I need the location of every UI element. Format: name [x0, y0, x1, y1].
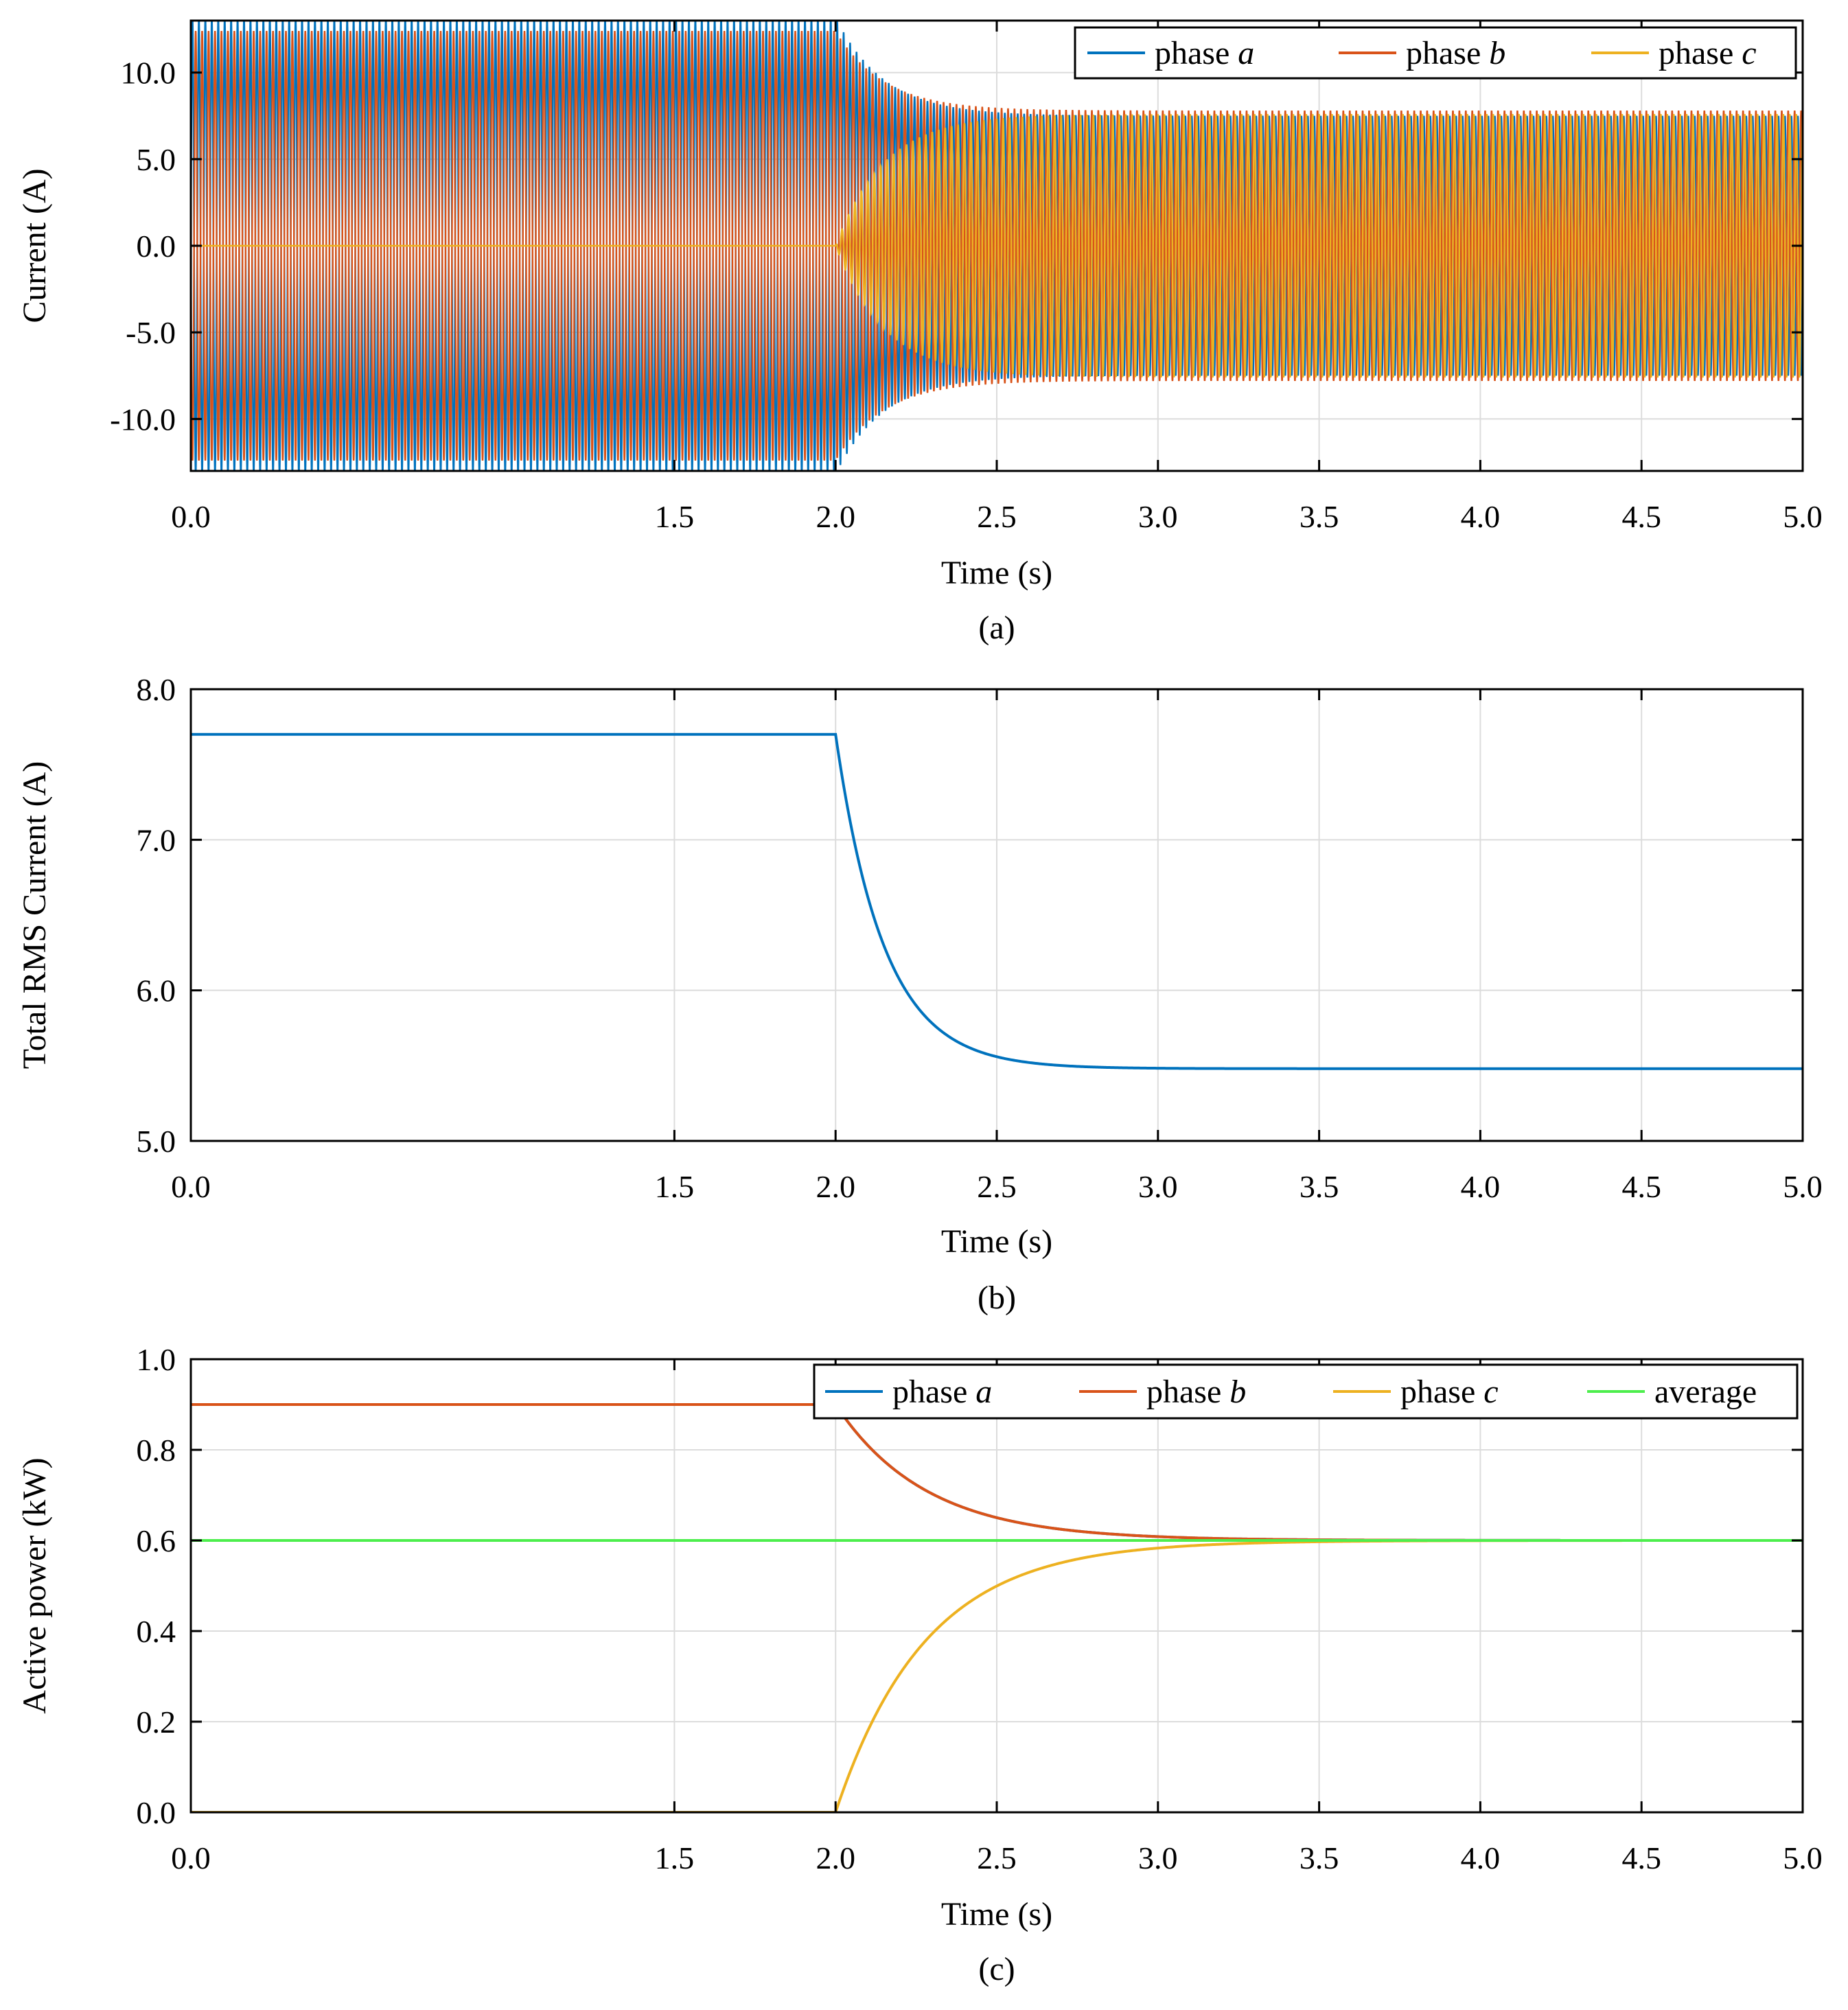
y-tick-label: 0.4 — [137, 1614, 176, 1649]
x-tick-label: 0.0 — [171, 1169, 211, 1204]
y-axis-title: Current (A) — [16, 168, 53, 323]
x-axis-title: Time (s) — [941, 555, 1052, 591]
x-tick-label: 4.5 — [1621, 499, 1661, 534]
x-tick-label: 2.0 — [816, 1840, 855, 1875]
x-axis-title: Time (s) — [941, 1223, 1052, 1260]
y-tick-label: 0.6 — [137, 1523, 176, 1558]
y-tick-label: 0.8 — [137, 1433, 176, 1468]
y-tick-label: 10.0 — [121, 56, 176, 91]
x-tick-label: 2.5 — [977, 1169, 1017, 1204]
legend-label: phase a — [892, 1374, 992, 1410]
legend-item-phase-c: phase c — [1591, 35, 1757, 71]
x-tick-label: 3.5 — [1300, 1169, 1339, 1204]
legend-box — [1074, 26, 1797, 80]
y-tick-label: 5.0 — [137, 1124, 176, 1159]
y-tick-label: 0.2 — [137, 1705, 176, 1740]
x-tick-labels: 0.0 1.5 2.0 2.5 3.0 3.5 4.0 4.5 5.0 — [171, 499, 1823, 534]
x-tick-label: 2.5 — [977, 1840, 1017, 1875]
y-tick-label: -5.0 — [126, 315, 176, 350]
series-line-total-rms — [191, 732, 1803, 1070]
y-axis-title: Total RMS Current (A) — [16, 761, 53, 1070]
legend-label: average — [1654, 1374, 1757, 1410]
series-line-c — [191, 114, 1803, 378]
x-tick-label: 1.5 — [655, 499, 695, 534]
legend-item-average: average — [1587, 1374, 1757, 1410]
legend-item-phase-b: phase b — [1339, 35, 1505, 71]
panel-a: 0.0 1.5 2.0 2.5 3.0 3.5 4.0 4.5 5.0 10.0 5.0 0.0 -5… — [16, 19, 1823, 646]
y-tick-label: 0.0 — [137, 229, 176, 264]
x-tick-label: 4.0 — [1461, 1169, 1501, 1204]
legend-label: phase a — [1155, 35, 1254, 71]
x-tick-labels: 0.0 1.5 2.0 2.5 3.0 3.5 4.0 4.5 5.0 — [171, 1840, 1823, 1875]
legend: phase a phase b phase c average — [813, 1363, 1799, 1420]
y-tick-label: -10.0 — [110, 402, 176, 437]
legend-item-phase-c: phase c — [1333, 1374, 1499, 1410]
x-tick-label: 2.5 — [977, 499, 1017, 534]
legend-item-phase-a: phase a — [1087, 35, 1254, 71]
x-tick-label: 5.0 — [1783, 1169, 1823, 1204]
y-tick-label: 6.0 — [137, 973, 176, 1008]
y-tick-label: 5.0 — [137, 142, 176, 177]
y-tick-labels: 10.0 5.0 0.0 -5.0 -10.0 — [110, 56, 176, 437]
x-tick-label: 0.0 — [171, 1840, 211, 1875]
gridlines — [190, 689, 1803, 1142]
tick-marks — [189, 688, 1804, 1142]
series-group — [191, 1403, 1803, 1812]
legend-label: phase b — [1146, 1374, 1246, 1410]
y-tick-label: 1.0 — [137, 1342, 176, 1377]
series-group — [191, 732, 1803, 1070]
legend: phase a phase b phase c — [1074, 26, 1797, 80]
tick-marks — [189, 21, 1804, 471]
legend-item-phase-b: phase b — [1079, 1374, 1246, 1410]
legend-label: phase c — [1400, 1374, 1499, 1410]
x-tick-label: 5.0 — [1783, 1840, 1823, 1875]
y-tick-labels: 8.0 7.0 6.0 5.0 — [137, 672, 176, 1159]
panel-caption: (c) — [978, 1951, 1015, 1987]
x-tick-labels: 0.0 1.5 2.0 2.5 3.0 3.5 4.0 4.5 5.0 — [171, 1169, 1823, 1204]
x-tick-label: 3.0 — [1138, 1169, 1178, 1204]
x-tick-label: 3.5 — [1300, 1840, 1339, 1875]
y-tick-labels: 1.0 0.8 0.6 0.4 0.2 0.0 — [137, 1342, 176, 1830]
x-tick-label: 4.5 — [1621, 1840, 1661, 1875]
x-tick-label: 4.5 — [1621, 1169, 1661, 1204]
series-group — [191, 21, 1803, 471]
x-tick-label: 2.0 — [816, 1169, 855, 1204]
x-tick-label: 4.0 — [1461, 1840, 1501, 1875]
legend-item-phase-a: phase a — [825, 1374, 992, 1410]
panel-caption: (b) — [978, 1280, 1016, 1316]
legend-label: phase b — [1406, 35, 1505, 71]
x-tick-label: 3.5 — [1300, 499, 1339, 534]
x-tick-label: 1.5 — [655, 1840, 695, 1875]
y-axis-title: Active power (kW) — [16, 1457, 53, 1713]
y-tick-label: 7.0 — [137, 822, 176, 857]
panel-c: 0.0 1.5 2.0 2.5 3.0 3.5 4.0 4.5 5.0 1.0 0.8 0.6 0.4… — [16, 1342, 1823, 1987]
y-tick-label: 0.0 — [137, 1795, 176, 1830]
panel-b: 0.0 1.5 2.0 2.5 3.0 3.5 4.0 4.5 5.0 8.0 7.0 6.0 5.0… — [16, 672, 1823, 1316]
x-tick-label: 3.0 — [1138, 1840, 1178, 1875]
y-tick-label: 8.0 — [137, 672, 176, 707]
x-tick-label: 2.0 — [816, 499, 855, 534]
x-axis-title: Time (s) — [941, 1896, 1052, 1932]
x-tick-label: 3.0 — [1138, 499, 1178, 534]
x-tick-label: 1.5 — [655, 1169, 695, 1204]
x-tick-label: 5.0 — [1783, 499, 1823, 534]
x-tick-label: 0.0 — [171, 499, 211, 534]
legend-label: phase c — [1659, 35, 1757, 71]
x-tick-label: 4.0 — [1461, 499, 1501, 534]
panel-caption: (a) — [978, 610, 1015, 646]
